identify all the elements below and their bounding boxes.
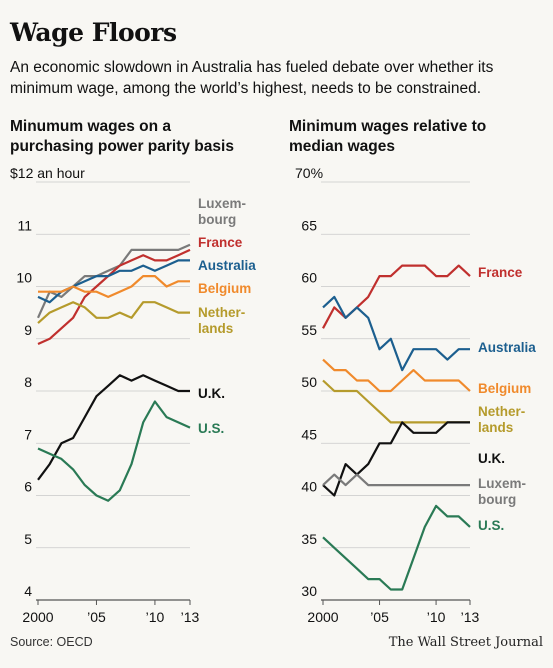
y-tick-label: 45 bbox=[301, 426, 317, 442]
y-tick-label: 65 bbox=[301, 217, 317, 233]
series-line-belgium bbox=[38, 275, 190, 298]
y-tick-label: 10 bbox=[16, 270, 32, 286]
series-label-uk: U.K. bbox=[198, 386, 225, 401]
series-line-belgium bbox=[322, 358, 471, 393]
y-tick-label: 30 bbox=[301, 583, 317, 599]
series-line-uk bbox=[322, 421, 470, 497]
x-tick-label: 2000 bbox=[307, 609, 338, 625]
series-label-netherlands: Nether- bbox=[478, 404, 525, 419]
x-tick-label: ’13 bbox=[181, 609, 200, 625]
series-line-us bbox=[322, 504, 471, 591]
chart-2-title: Minimum wages relative to bbox=[289, 118, 486, 135]
series-line-luxembourg bbox=[36, 243, 191, 319]
series-label-luxembourg: bourg bbox=[478, 492, 516, 507]
series-line-netherlands bbox=[37, 301, 190, 324]
series-line-uk bbox=[37, 374, 190, 481]
series-label-luxembourg: Luxem- bbox=[478, 476, 526, 491]
page-title: Wage Floors bbox=[10, 18, 177, 47]
series-label-australia: Australia bbox=[198, 258, 256, 273]
source-note: Source: OECD bbox=[10, 635, 93, 649]
subtitle: An economic slowdown in Australia has fu… bbox=[10, 59, 494, 97]
x-tick-label: ’05 bbox=[370, 609, 389, 625]
series-label-netherlands: lands bbox=[198, 321, 233, 336]
series-label-france: France bbox=[478, 265, 523, 280]
series-line-france bbox=[37, 248, 191, 346]
y-tick-label: 7 bbox=[24, 426, 32, 442]
y-tick-label: 4 bbox=[24, 583, 32, 599]
series-label-france: France bbox=[198, 235, 243, 250]
x-tick-label: ’13 bbox=[461, 609, 480, 625]
y-tick-label: 50 bbox=[301, 374, 317, 390]
series-label-luxembourg: bourg bbox=[198, 212, 236, 227]
y-tick-label: 40 bbox=[301, 479, 317, 495]
y-tick-label: 9 bbox=[24, 322, 32, 338]
series-label-netherlands: lands bbox=[478, 420, 513, 435]
y-tick-label: 60 bbox=[301, 270, 317, 286]
y-tick-label: 55 bbox=[301, 322, 317, 338]
y-tick-label: 35 bbox=[301, 531, 317, 547]
series-line-australia bbox=[322, 295, 470, 372]
y-tick-label: 8 bbox=[24, 374, 32, 390]
series-label-australia: Australia bbox=[478, 340, 536, 355]
x-tick-label: ’10 bbox=[427, 609, 446, 625]
x-tick-label: 2000 bbox=[22, 609, 53, 625]
series-label-uk: U.K. bbox=[478, 451, 505, 466]
x-tick-label: ’10 bbox=[146, 609, 165, 625]
series-label-us: U.S. bbox=[198, 421, 224, 436]
y-tick-label: 11 bbox=[17, 217, 32, 233]
publisher-credit: The Wall Street Journal bbox=[388, 635, 543, 650]
series-line-luxembourg bbox=[322, 473, 470, 487]
series-label-netherlands: Nether- bbox=[198, 305, 245, 320]
series-label-belgium: Belgium bbox=[198, 281, 251, 296]
y-tick-label: 5 bbox=[24, 531, 32, 547]
chart-1-title: purchasing power parity basis bbox=[10, 138, 234, 155]
x-tick-label: ’05 bbox=[87, 609, 106, 625]
chart-2-title: median wages bbox=[289, 138, 395, 155]
chart-1-title: Minumum wages on a bbox=[10, 118, 171, 135]
series-line-france bbox=[322, 264, 471, 329]
series-label-belgium: Belgium bbox=[478, 381, 531, 396]
y-tick-label: 70% bbox=[295, 165, 323, 181]
series-label-luxembourg: Luxem- bbox=[198, 196, 246, 211]
series-label-us: U.S. bbox=[478, 518, 504, 533]
y-tick-label: $12 an hour bbox=[10, 165, 85, 181]
y-tick-label: 6 bbox=[24, 479, 32, 495]
series-line-netherlands bbox=[322, 379, 470, 424]
series-line-us bbox=[37, 400, 191, 502]
